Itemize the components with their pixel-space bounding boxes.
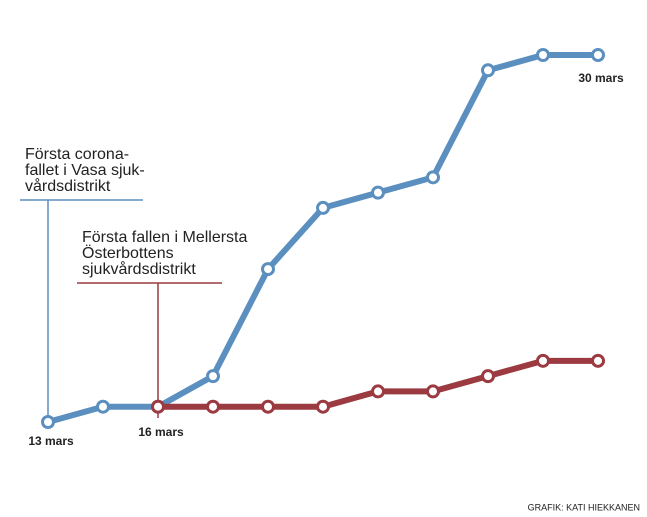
annotation-text: vårdsdistrikt <box>25 177 111 195</box>
point <box>481 369 495 384</box>
annotation-text: Österbottens <box>82 244 174 262</box>
point <box>206 369 220 384</box>
annotation-text: fallet i Vasa sjuk- <box>25 162 145 179</box>
point <box>261 262 275 277</box>
annotation-text: Första fallen i Mellersta <box>82 229 247 246</box>
point <box>481 63 495 78</box>
x-tick-label: 13 mars <box>28 434 74 448</box>
point <box>536 48 550 62</box>
point <box>426 384 440 399</box>
point <box>371 185 385 200</box>
annotation-text: Första corona- <box>25 146 129 163</box>
annotation-text: sjukvårdsdistrikt <box>82 260 196 278</box>
point <box>261 399 275 414</box>
point <box>41 415 55 429</box>
point <box>96 399 110 414</box>
point <box>536 353 550 368</box>
x-tick-label: 16 mars <box>138 425 184 439</box>
point <box>206 399 220 414</box>
point <box>591 48 605 62</box>
point <box>151 399 165 414</box>
point <box>316 200 330 215</box>
credit: GRAFIK: KATI HIEKKANEN <box>528 502 640 512</box>
point <box>591 353 605 368</box>
point <box>316 399 330 414</box>
series-line <box>158 357 598 410</box>
x-tick-label: 30 mars <box>578 71 624 85</box>
point <box>426 170 440 185</box>
point <box>371 384 385 399</box>
